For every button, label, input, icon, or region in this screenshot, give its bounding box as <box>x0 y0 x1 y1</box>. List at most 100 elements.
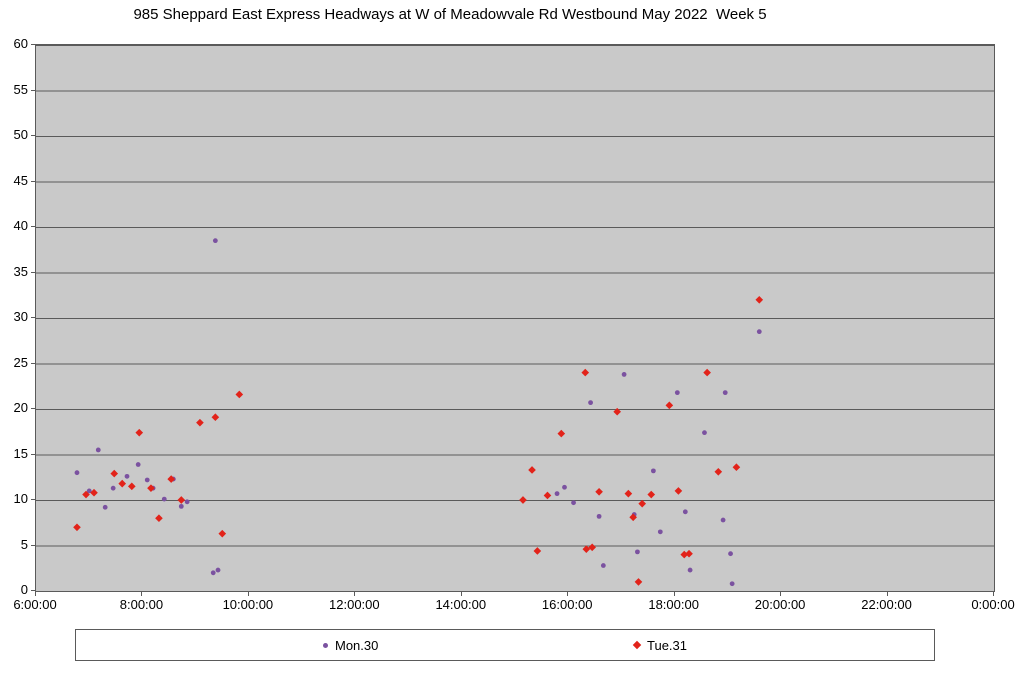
y-axis-tick <box>31 544 35 546</box>
data-point-tue-31 <box>177 496 186 504</box>
data-point-tue-31 <box>582 545 591 553</box>
x-axis-tick-label: 8:00:00 <box>119 597 164 612</box>
data-point-tue-31 <box>196 418 204 427</box>
data-point-tue-31 <box>533 547 542 555</box>
data-point-mon-30 <box>729 581 735 587</box>
y-axis-tick <box>31 499 35 500</box>
data-point-mon-30 <box>588 400 593 406</box>
data-point-mon-30 <box>722 390 728 396</box>
data-point-tue-31 <box>634 578 643 586</box>
data-point-mon-30 <box>720 517 726 523</box>
diamond-marker-icon <box>632 640 642 650</box>
data-point-tue-31 <box>665 401 674 410</box>
data-point-tue-31 <box>557 429 566 438</box>
legend-label-mon30: Mon.30 <box>335 637 379 653</box>
x-axis-tick <box>780 592 782 596</box>
x-axis-tick-label: 12:00:00 <box>329 597 380 612</box>
y-axis-tick <box>31 317 35 318</box>
chart-title: 985 Sheppard East Express Headways at W … <box>133 6 767 23</box>
data-point-mon-30 <box>144 477 150 483</box>
dot-marker-icon <box>323 642 328 648</box>
data-point-mon-30 <box>184 499 190 505</box>
data-point-mon-30 <box>110 485 116 491</box>
data-point-tue-31 <box>519 496 527 504</box>
y-axis-tick <box>31 44 35 45</box>
x-axis-tick <box>993 592 994 596</box>
x-axis-tick <box>354 592 356 596</box>
y-axis-tick <box>31 271 35 273</box>
data-point-mon-30 <box>756 329 762 335</box>
data-point-mon-30 <box>728 551 733 557</box>
data-point-tue-31 <box>528 466 536 474</box>
y-axis-tick <box>31 362 35 364</box>
data-point-tue-31 <box>211 413 220 422</box>
data-point-mon-30 <box>124 473 130 479</box>
data-point-mon-30 <box>596 513 602 519</box>
x-axis-tick <box>673 592 675 596</box>
data-point-tue-31 <box>135 428 144 437</box>
data-point-mon-30 <box>161 496 167 502</box>
plot-area <box>35 44 995 592</box>
data-point-tue-31 <box>674 487 683 495</box>
y-axis-tick-label: 45 <box>13 172 28 188</box>
x-axis-tick-label: 10:00:00 <box>222 597 274 612</box>
data-point-tue-31 <box>90 488 98 497</box>
data-point-tue-31 <box>685 549 693 558</box>
y-axis-tick <box>31 180 35 182</box>
data-point-mon-30 <box>210 570 216 576</box>
x-axis-tick <box>247 592 249 596</box>
data-point-mon-30 <box>687 567 693 573</box>
y-axis-tick <box>31 226 35 227</box>
data-point-mon-30 <box>621 372 627 377</box>
data-point-tue-31 <box>147 484 155 492</box>
y-axis-tick-label: 35 <box>13 263 28 279</box>
data-point-mon-30 <box>600 563 606 568</box>
data-point-mon-30 <box>562 484 567 490</box>
plot-canvas <box>36 45 994 587</box>
y-axis-tick <box>31 590 35 591</box>
data-point-tue-31 <box>73 523 81 532</box>
legend: Mon.30 Tue.31 <box>75 629 935 661</box>
data-point-tue-31 <box>703 368 711 377</box>
x-axis-tick <box>35 592 36 596</box>
data-point-tue-31 <box>714 467 723 476</box>
data-point-mon-30 <box>95 447 101 453</box>
y-axis-tick-label: 55 <box>13 81 28 97</box>
data-point-tue-31 <box>235 390 244 399</box>
data-point-tue-31 <box>624 489 633 498</box>
y-axis-tick-label: 60 <box>13 36 28 51</box>
data-point-tue-31 <box>613 407 622 416</box>
data-point-mon-30 <box>650 468 656 474</box>
x-axis-tick-label: 0:00:00 <box>971 597 1015 612</box>
data-point-tue-31 <box>543 491 552 500</box>
data-point-tue-31 <box>167 475 176 483</box>
data-point-mon-30 <box>682 509 688 515</box>
data-point-mon-30 <box>212 238 218 244</box>
y-axis-tick-label: 40 <box>13 218 28 233</box>
x-axis-tick <box>141 592 143 596</box>
data-point-tue-31 <box>595 487 603 496</box>
data-point-mon-30 <box>657 529 663 535</box>
data-point-mon-30 <box>702 430 707 436</box>
x-axis-tick-label: 18:00:00 <box>648 597 699 612</box>
x-axis-tick <box>460 592 462 596</box>
x-axis-tick-label: 16:00:00 <box>541 597 593 612</box>
data-point-mon-30 <box>74 470 80 476</box>
y-axis-tick-label: 0 <box>20 582 28 597</box>
data-point-tue-31 <box>110 469 119 478</box>
data-point-tue-31 <box>588 543 596 552</box>
legend-label-tue31: Tue.31 <box>647 637 687 653</box>
y-axis-tick-label: 50 <box>13 127 28 142</box>
x-axis-tick <box>886 592 888 596</box>
data-point-tue-31 <box>581 368 590 377</box>
y-axis-tick <box>31 135 35 136</box>
y-axis-tick <box>31 453 35 455</box>
data-point-mon-30 <box>635 549 640 555</box>
legend-entry-tue31: Tue.31 <box>632 630 687 660</box>
data-point-mon-30 <box>571 500 576 506</box>
x-axis-tick-label: 6:00:00 <box>13 597 57 612</box>
data-point-tue-31 <box>118 479 127 488</box>
data-point-mon-30 <box>178 503 184 509</box>
data-point-tue-31 <box>218 529 227 538</box>
